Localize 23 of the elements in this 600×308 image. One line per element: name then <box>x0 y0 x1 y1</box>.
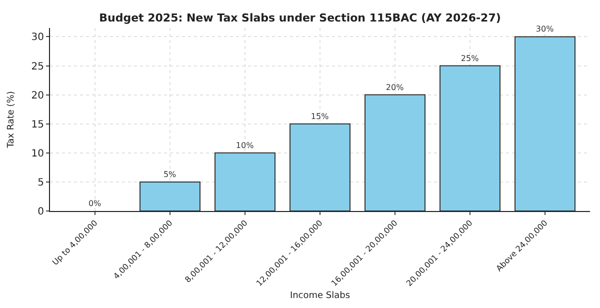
bar <box>364 94 426 211</box>
x-axis-title: Income Slabs <box>290 290 350 301</box>
data-label: 30% <box>536 24 554 34</box>
y-tick-label: 0 <box>38 206 44 218</box>
y-tick-label: 30 <box>31 32 44 44</box>
bar <box>214 152 276 211</box>
y-tick-label: 15 <box>31 119 44 130</box>
y-axis-title: Tax Rate (%) <box>6 91 17 149</box>
data-label: 10% <box>236 140 254 150</box>
y-tick-label: 10 <box>31 148 44 160</box>
bar <box>140 181 200 211</box>
data-label: 5% <box>163 170 177 179</box>
y-tick-label: 5 <box>38 177 44 188</box>
bar <box>514 36 576 211</box>
chart-title: Budget 2025: New Tax Slabs under Section 115BAC (AY 2026-27) <box>99 12 501 25</box>
bar <box>290 123 350 211</box>
data-label: 15% <box>310 112 330 121</box>
data-label: 20% <box>386 82 404 92</box>
y-tick-label: 20 <box>31 90 44 102</box>
data-label: 25% <box>460 54 480 63</box>
bar <box>440 65 500 211</box>
y-tick-label: 25 <box>31 61 44 72</box>
data-label: 0% <box>88 199 102 208</box>
